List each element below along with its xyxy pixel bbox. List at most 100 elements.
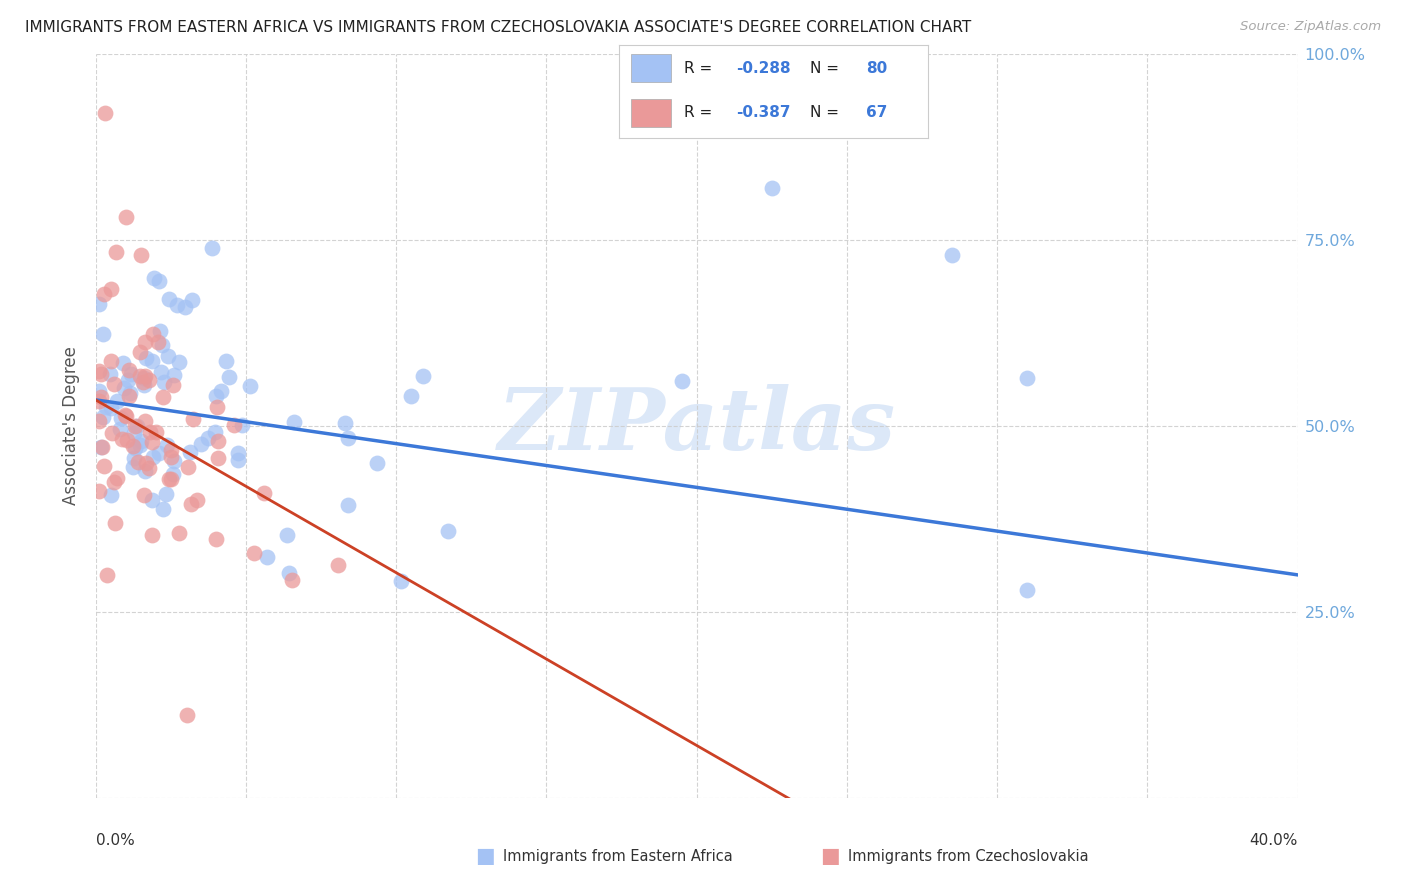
Point: [96, 568, 118, 582]
Point: [204, 425, 226, 439]
Point: [131, 434, 153, 448]
Point: [186, 493, 208, 508]
Point: [138, 461, 160, 475]
Point: [93, 409, 115, 424]
Point: [437, 524, 460, 539]
Point: [152, 390, 174, 404]
Point: [389, 574, 412, 588]
Point: [128, 345, 150, 359]
Point: [197, 431, 219, 445]
Point: [163, 368, 186, 382]
Point: [87, 414, 110, 428]
Point: [122, 439, 145, 453]
Point: [134, 334, 156, 349]
Text: Immigrants from Czechoslovakia: Immigrants from Czechoslovakia: [848, 849, 1088, 863]
Point: [226, 445, 249, 459]
Point: [256, 550, 278, 565]
Point: [174, 300, 197, 314]
Text: Source: ZipAtlas.com: Source: ZipAtlas.com: [1240, 20, 1381, 33]
Point: [160, 442, 183, 457]
Point: [412, 368, 434, 383]
Point: [162, 377, 184, 392]
Point: [214, 353, 236, 368]
Point: [143, 271, 166, 285]
Point: [1017, 582, 1039, 597]
Point: [209, 384, 232, 398]
Point: [176, 708, 198, 723]
Point: [190, 437, 212, 451]
Point: [242, 546, 264, 560]
Point: [157, 349, 180, 363]
Point: [112, 356, 135, 370]
Point: [155, 486, 177, 500]
Point: [941, 247, 963, 261]
Point: [91, 327, 114, 342]
FancyBboxPatch shape: [631, 54, 671, 82]
Point: [150, 366, 173, 380]
Point: [93, 286, 115, 301]
Point: [124, 419, 146, 434]
Point: [132, 370, 155, 384]
Point: [167, 525, 190, 540]
Text: 80: 80: [866, 61, 887, 76]
Y-axis label: Associate's Degree: Associate's Degree: [62, 346, 80, 506]
Point: [231, 418, 253, 433]
Point: [326, 558, 349, 573]
Point: [129, 247, 152, 261]
Point: [125, 419, 148, 434]
Point: [141, 435, 163, 450]
Point: [120, 367, 142, 381]
Text: N =: N =: [810, 61, 844, 76]
Point: [129, 368, 152, 383]
Point: [148, 274, 170, 288]
Text: R =: R =: [683, 61, 717, 76]
Point: [122, 459, 145, 474]
Point: [399, 389, 422, 403]
Point: [281, 573, 304, 587]
Point: [141, 492, 163, 507]
Point: [152, 502, 174, 516]
Text: 40.0%: 40.0%: [1250, 833, 1298, 847]
Point: [276, 528, 298, 542]
Point: [207, 434, 229, 449]
Point: [124, 451, 146, 466]
Text: Immigrants from Eastern Africa: Immigrants from Eastern Africa: [503, 849, 733, 863]
Point: [205, 389, 228, 403]
Point: [181, 293, 204, 307]
Point: [180, 497, 202, 511]
Point: [166, 297, 188, 311]
Point: [141, 528, 163, 542]
Point: [128, 437, 150, 451]
Point: [117, 373, 139, 387]
Point: [100, 281, 122, 295]
Point: [100, 488, 122, 502]
Point: [94, 400, 117, 414]
Point: [207, 451, 229, 466]
Point: [162, 467, 184, 482]
Point: [114, 408, 136, 422]
Text: ■: ■: [820, 847, 839, 866]
Point: [160, 450, 183, 465]
Point: [111, 432, 134, 446]
Point: [145, 425, 167, 439]
Text: IMMIGRANTS FROM EASTERN AFRICA VS IMMIGRANTS FROM CZECHOSLOVAKIA ASSOCIATE'S DEG: IMMIGRANTS FROM EASTERN AFRICA VS IMMIGR…: [25, 20, 972, 35]
Point: [149, 324, 172, 338]
Text: R =: R =: [683, 105, 717, 120]
Point: [101, 425, 124, 440]
Point: [333, 416, 356, 430]
Point: [105, 394, 128, 409]
Point: [278, 566, 301, 581]
Point: [253, 485, 276, 500]
Point: [90, 440, 112, 454]
Point: [146, 334, 169, 349]
Point: [108, 422, 131, 436]
Point: [114, 211, 136, 225]
Point: [87, 296, 110, 310]
Point: [127, 454, 149, 468]
Text: -0.387: -0.387: [737, 105, 790, 120]
Point: [90, 440, 112, 454]
Point: [761, 180, 783, 194]
Point: [87, 364, 110, 378]
Point: [134, 464, 156, 478]
Point: [181, 412, 204, 426]
